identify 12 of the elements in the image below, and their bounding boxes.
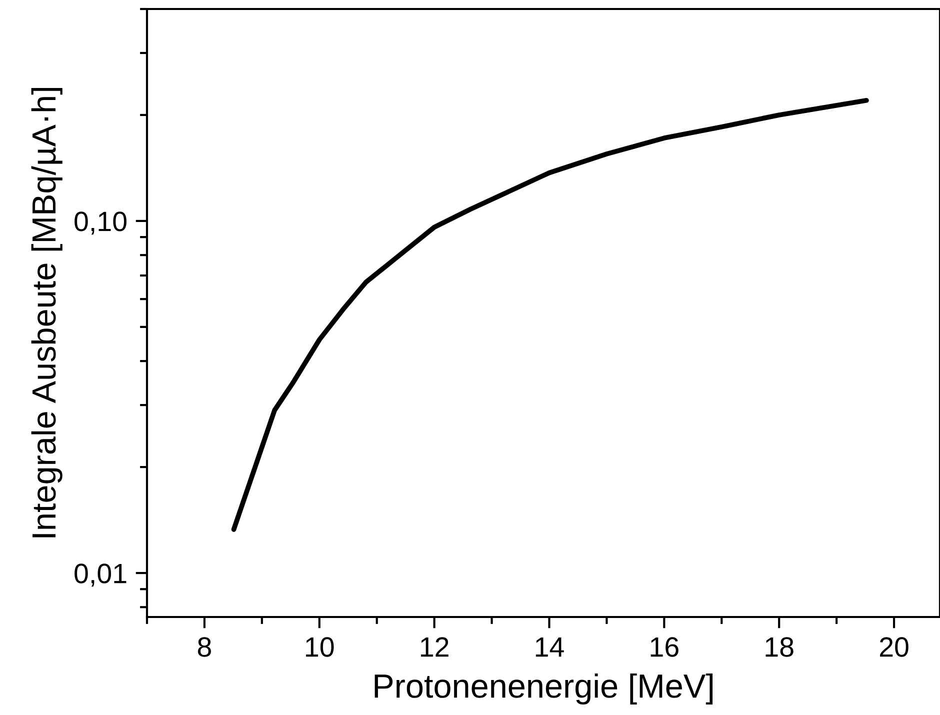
x-tick-label: 16 (650, 637, 678, 657)
x-tick-label: 20 (880, 637, 908, 657)
x-tick-label: 10 (306, 637, 334, 657)
x-tick-label: 18 (766, 637, 794, 657)
line-series (231, 98, 869, 532)
x-tick-label: 8 (198, 637, 211, 657)
x-axis-title: Protonenenergie [MeV] (374, 673, 713, 705)
y-tick-label: 0,10 (74, 212, 126, 235)
y-axis-title: Integrale Ausbeute [MBq/µA·h] (31, 88, 62, 538)
y-tick-label: 0,01 (74, 564, 126, 587)
x-tick-label: 12 (420, 637, 448, 657)
x-tick-label: 14 (536, 637, 564, 657)
